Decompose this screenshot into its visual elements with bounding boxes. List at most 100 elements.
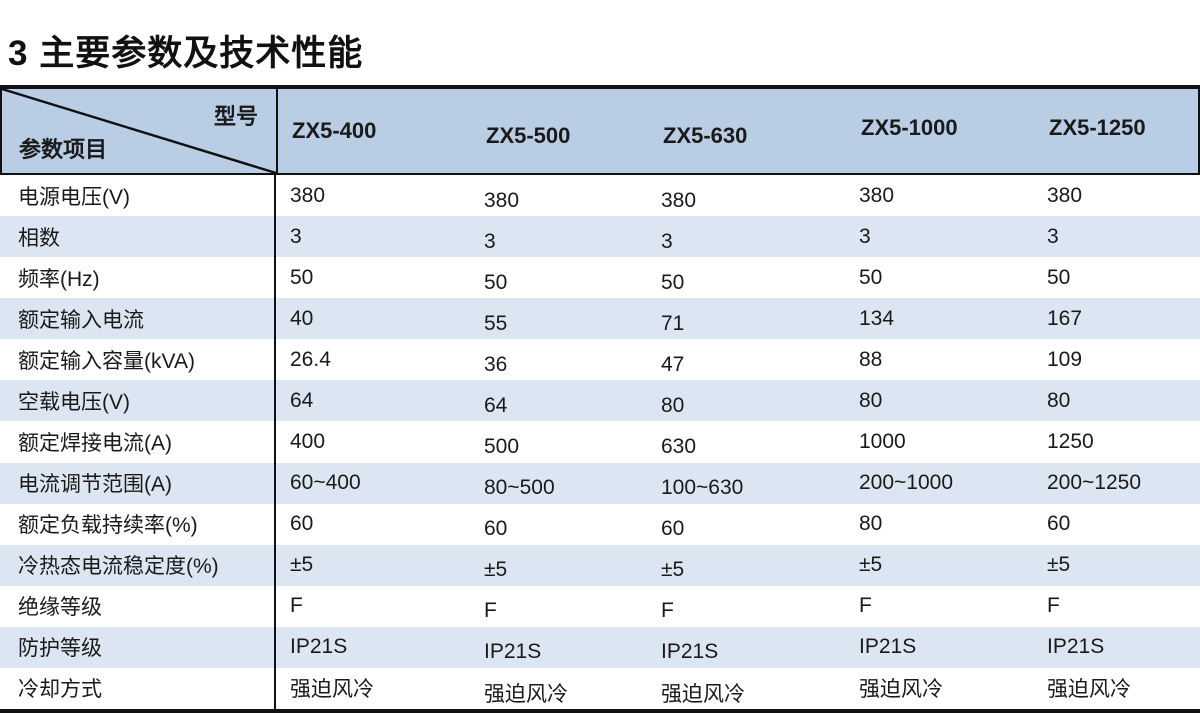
param-value: 36 <box>484 352 508 376</box>
param-value: F <box>661 599 674 623</box>
param-value: 71 <box>661 311 685 335</box>
param-label: 额定负载持续率(%) <box>0 503 276 545</box>
param-value: IP21S <box>290 635 348 659</box>
param-value: ±5 <box>859 553 883 577</box>
param-label: 冷热态电流稳定度(%) <box>0 544 276 586</box>
param-value: 380 <box>859 183 895 207</box>
param-value: 380 <box>484 188 520 212</box>
param-label: 频率(Hz) <box>0 257 276 299</box>
model-name: ZX5-500 <box>486 123 571 148</box>
param-value: 200~1000 <box>859 471 954 495</box>
model-name: ZX5-1250 <box>1049 115 1146 140</box>
param-value: 强迫风冷 <box>859 678 943 702</box>
table-row: 额定负载持续率(%) 60 60 60 80 60 <box>0 503 1200 545</box>
param-value: 3 <box>859 224 871 248</box>
param-value: 60~400 <box>290 471 361 495</box>
table-row: 电流调节范围(A) 60~400 80~500 100~630 200~1000… <box>0 462 1200 504</box>
param-value: 50 <box>290 265 314 289</box>
param-value: 400 <box>290 429 326 453</box>
param-label: 额定输入电流 <box>0 298 276 340</box>
param-value: IP21S <box>1047 635 1105 659</box>
param-value: 109 <box>1047 347 1083 371</box>
param-value: 强迫风冷 <box>290 678 374 702</box>
param-value: 80 <box>661 393 685 417</box>
param-value: 60 <box>484 517 508 541</box>
column-header-zx5-630: ZX5-630 <box>649 89 847 173</box>
param-value: 50 <box>859 265 883 289</box>
param-value: 40 <box>290 306 314 330</box>
param-value: 380 <box>290 183 326 207</box>
param-value: 强迫风冷 <box>661 683 745 707</box>
param-label: 电源电压(V) <box>0 175 276 217</box>
param-label: 相数 <box>0 216 276 258</box>
table-row: 防护等级 IP21S IP21S IP21S IP21S IP21S <box>0 626 1200 668</box>
table-row: 额定输入电流 40 55 71 134 167 <box>0 298 1200 340</box>
corner-label-parameter: 参数项目 <box>19 137 108 162</box>
column-header-zx5-1250: ZX5-1250 <box>1035 89 1198 173</box>
table-row: 相数 3 3 3 3 3 <box>0 216 1200 258</box>
param-value: F <box>1047 594 1060 618</box>
param-value: 强迫风冷 <box>1047 678 1131 702</box>
column-header-zx5-500: ZX5-500 <box>472 89 649 173</box>
table-row: 额定输入容量(kVA) 26.4 36 47 88 109 <box>0 339 1200 381</box>
param-label: 冷却方式 <box>0 667 276 709</box>
param-value: 167 <box>1047 306 1083 330</box>
param-value: 3 <box>1047 224 1059 248</box>
param-value: F <box>859 594 872 618</box>
table-header-row: 型号 参数项目 ZX5-400 ZX5-500 ZX5-630 ZX5-1000… <box>0 89 1200 175</box>
param-value: 88 <box>859 347 883 371</box>
param-label: 防护等级 <box>0 626 276 668</box>
param-value: IP21S <box>859 635 917 659</box>
table-row: 绝缘等级 F F F F F <box>0 585 1200 627</box>
table-row: 冷热态电流稳定度(%) ±5 ±5 ±5 ±5 ±5 <box>0 544 1200 586</box>
table-row: 电源电压(V) 380 380 380 380 380 <box>0 175 1200 217</box>
model-name: ZX5-400 <box>292 118 377 143</box>
param-value: 3 <box>484 229 496 253</box>
param-label: 绝缘等级 <box>0 585 276 627</box>
param-label: 额定焊接电流(A) <box>0 421 276 463</box>
param-value: 强迫风冷 <box>484 683 568 707</box>
param-value: 60 <box>661 517 685 541</box>
param-value: 1000 <box>859 429 906 453</box>
corner-cell: 型号 参数项目 <box>2 89 278 173</box>
param-label: 空载电压(V) <box>0 380 276 422</box>
table-row: 额定焊接电流(A) 400 500 630 1000 1250 <box>0 421 1200 463</box>
table-row: 空载电压(V) 64 64 80 80 80 <box>0 380 1200 422</box>
corner-label-model: 型号 <box>213 104 258 129</box>
param-value: 47 <box>661 352 685 376</box>
param-value: 380 <box>661 188 697 212</box>
param-value: 134 <box>859 306 895 330</box>
param-value: 80 <box>859 512 883 536</box>
column-header-zx5-400: ZX5-400 <box>278 89 472 173</box>
param-value: 60 <box>290 512 314 536</box>
param-value: 200~1250 <box>1047 471 1142 495</box>
spec-table: 型号 参数项目 ZX5-400 ZX5-500 ZX5-630 ZX5-1000… <box>0 85 1200 713</box>
param-value: 60 <box>1047 512 1071 536</box>
param-value: 50 <box>1047 265 1071 289</box>
param-value: 3 <box>290 224 302 248</box>
param-value: IP21S <box>484 640 542 664</box>
param-value: 3 <box>661 229 673 253</box>
diagonal-divider-line <box>2 89 276 173</box>
table-row: 频率(Hz) 50 50 50 50 50 <box>0 257 1200 299</box>
param-value: 1250 <box>1047 429 1094 453</box>
param-value: 26.4 <box>290 347 331 371</box>
param-value: ±5 <box>1047 553 1071 577</box>
param-value: F <box>290 594 303 618</box>
param-value: ±5 <box>290 553 314 577</box>
param-value: 500 <box>484 434 520 458</box>
param-label: 额定输入容量(kVA) <box>0 339 276 381</box>
param-label: 电流调节范围(A) <box>0 462 276 504</box>
param-value: ±5 <box>484 558 508 582</box>
page-title: 3 主要参数及技术性能 <box>8 34 364 74</box>
model-name: ZX5-1000 <box>861 115 958 140</box>
param-value: 380 <box>1047 183 1083 207</box>
param-value: 80~500 <box>484 476 555 500</box>
param-value: 64 <box>484 393 508 417</box>
param-value: F <box>484 599 497 623</box>
param-value: ±5 <box>661 558 685 582</box>
param-value: 80 <box>859 388 883 412</box>
column-header-zx5-1000: ZX5-1000 <box>847 89 1035 173</box>
param-value: 55 <box>484 311 508 335</box>
param-value: 50 <box>484 270 508 294</box>
